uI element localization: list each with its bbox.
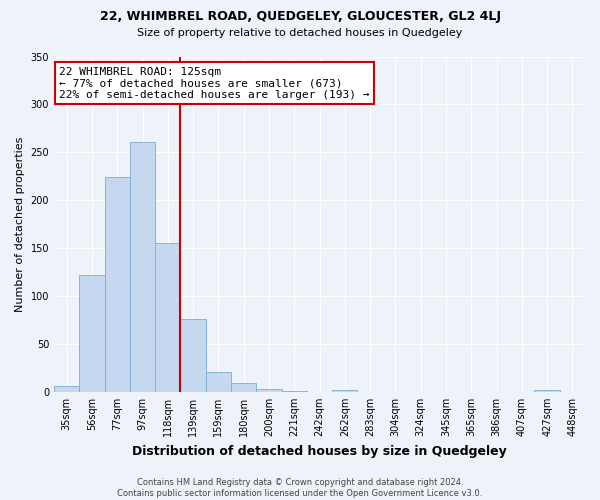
Text: 22, WHIMBREL ROAD, QUEDGELEY, GLOUCESTER, GL2 4LJ: 22, WHIMBREL ROAD, QUEDGELEY, GLOUCESTER… xyxy=(100,10,500,23)
Bar xyxy=(104,178,130,392)
Y-axis label: Number of detached properties: Number of detached properties xyxy=(15,136,25,312)
Text: 22 WHIMBREL ROAD: 125sqm
← 77% of detached houses are smaller (673)
22% of semi-: 22 WHIMBREL ROAD: 125sqm ← 77% of detach… xyxy=(59,66,370,100)
Bar xyxy=(206,372,231,392)
Bar xyxy=(181,319,206,392)
Text: Contains HM Land Registry data © Crown copyright and database right 2024.
Contai: Contains HM Land Registry data © Crown c… xyxy=(118,478,482,498)
Bar xyxy=(155,244,181,392)
Bar xyxy=(231,384,256,392)
Bar xyxy=(130,142,155,392)
Bar xyxy=(281,391,307,392)
X-axis label: Distribution of detached houses by size in Quedgeley: Distribution of detached houses by size … xyxy=(132,444,507,458)
Bar xyxy=(332,390,358,392)
Bar xyxy=(79,275,104,392)
Bar xyxy=(54,386,79,392)
Bar xyxy=(535,390,560,392)
Text: Size of property relative to detached houses in Quedgeley: Size of property relative to detached ho… xyxy=(137,28,463,38)
Bar xyxy=(256,389,281,392)
